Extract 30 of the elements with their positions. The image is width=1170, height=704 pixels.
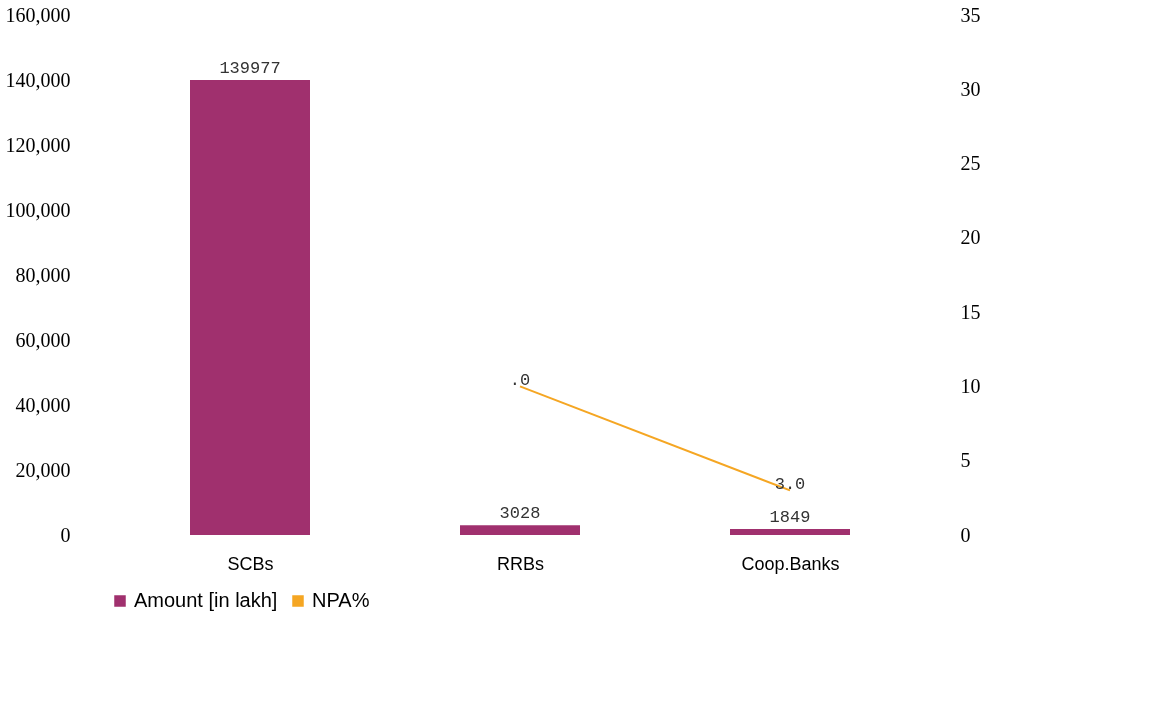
y-tick-label: 20,000 [15,458,71,481]
y2-tick-label: 0 [960,523,971,546]
data-label: 3028 [499,504,541,524]
legend-label: Amount [in lakh] [134,589,278,611]
bar [190,80,310,535]
y2-tick-label: 20 [960,226,981,249]
data-label: 139977 [219,59,281,79]
y2-tick-label: 25 [960,152,981,175]
x-tick-label: RRBs [496,553,545,574]
y-tick-label: 0 [60,523,71,546]
bar [460,525,580,535]
y-tick-label: 80,000 [15,263,71,286]
y-tick-label: 120,000 [5,133,71,156]
y-tick-label: 100,000 [5,198,71,221]
y2-tick-label: 30 [960,77,981,100]
y2-tick-label: 35 [960,3,981,26]
x-tick-label: SCBs [227,553,274,574]
y-tick-label: 160,000 [5,3,71,26]
bar [730,528,850,535]
legend-label: NPA% [312,589,370,611]
data-label: 1849 [769,507,811,527]
annotation: .0 [509,371,531,391]
y2-tick-label: 10 [960,374,981,397]
y-tick-label: 40,000 [15,393,71,416]
y2-tick-label: 15 [960,300,981,323]
y-tick-label: 140,000 [5,68,71,91]
x-tick-label: Coop.Banks [741,553,840,574]
y2-tick-label: 5 [960,449,971,472]
annotation: 3.0 [774,475,806,495]
y-tick-label: 60,000 [15,328,71,351]
